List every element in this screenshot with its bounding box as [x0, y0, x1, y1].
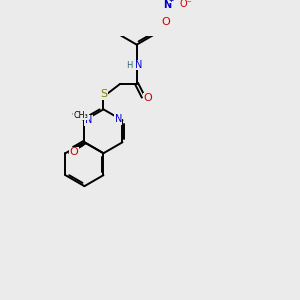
Text: S: S [100, 89, 107, 99]
Text: O: O [70, 147, 78, 158]
Text: CH₃: CH₃ [74, 111, 88, 120]
Text: O: O [161, 17, 170, 28]
Text: N: N [85, 115, 92, 125]
Text: O⁻: O⁻ [180, 0, 193, 8]
Text: H: H [126, 61, 133, 70]
Text: N: N [115, 114, 122, 124]
Text: N: N [135, 60, 142, 70]
Text: O: O [143, 94, 152, 103]
Text: +: + [169, 0, 174, 3]
Text: N: N [163, 0, 171, 10]
